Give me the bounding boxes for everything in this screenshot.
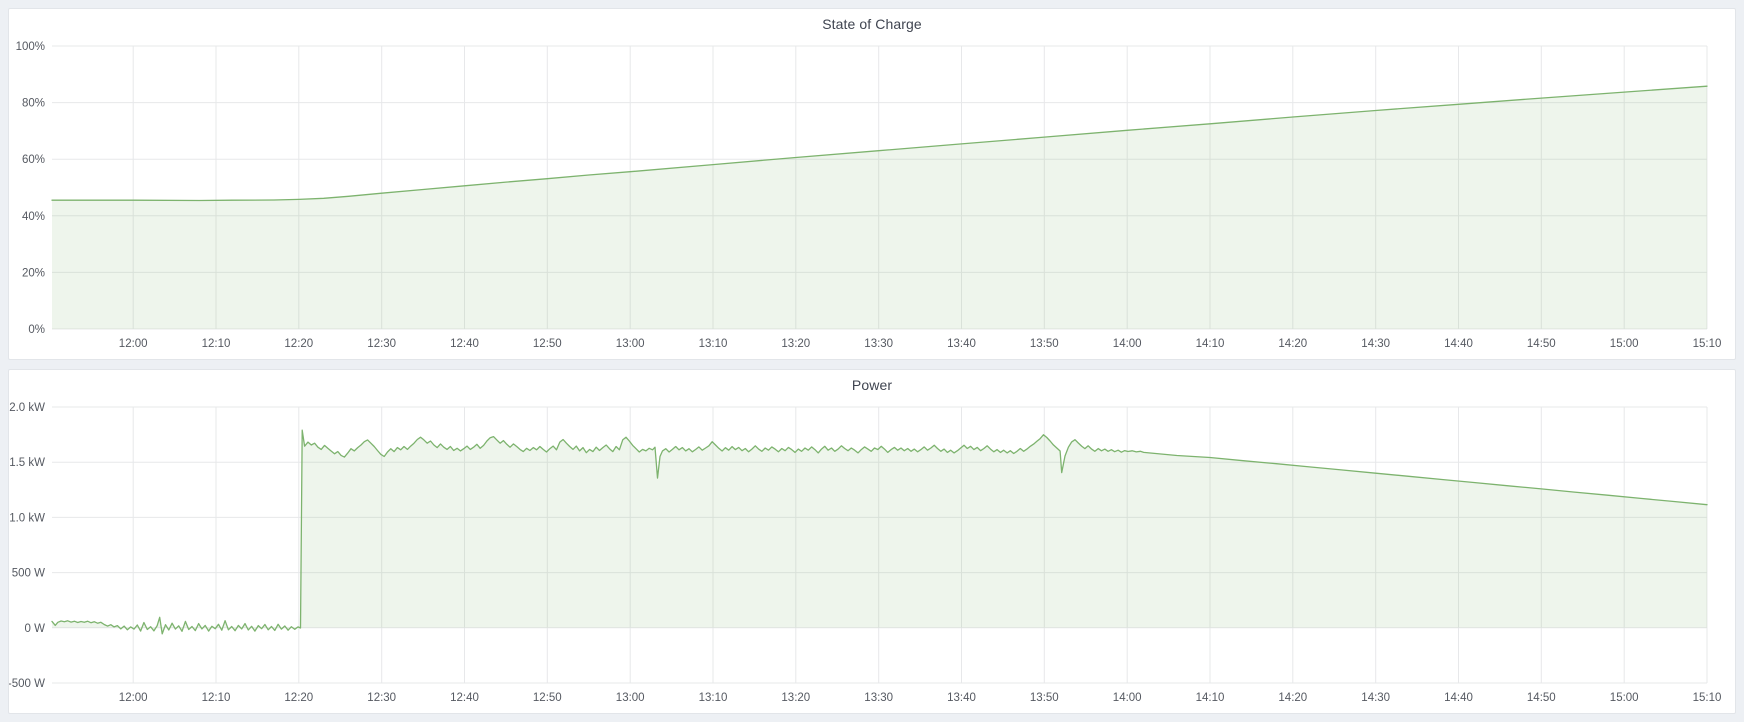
svg-text:14:50: 14:50 bbox=[1527, 692, 1556, 704]
svg-text:2.0 kW: 2.0 kW bbox=[9, 402, 45, 414]
svg-text:14:30: 14:30 bbox=[1361, 692, 1390, 704]
svg-text:15:10: 15:10 bbox=[1693, 338, 1722, 350]
svg-text:12:00: 12:00 bbox=[119, 338, 148, 350]
svg-text:13:40: 13:40 bbox=[947, 338, 976, 350]
svg-text:14:20: 14:20 bbox=[1278, 692, 1307, 704]
power-chart[interactable]: -500 W 0 W 500 W 1.0 kW 1.5 kW 2.0 kW 12:00 12:… bbox=[9, 400, 1735, 713]
panel-title-state-of-charge[interactable]: State of Charge bbox=[822, 16, 922, 32]
svg-text:14:50: 14:50 bbox=[1527, 338, 1556, 350]
svg-text:13:00: 13:00 bbox=[616, 338, 645, 350]
svg-text:12:50: 12:50 bbox=[533, 692, 562, 704]
svg-text:14:10: 14:10 bbox=[1196, 338, 1225, 350]
svg-text:1.0 kW: 1.0 kW bbox=[9, 512, 45, 524]
svg-text:15:10: 15:10 bbox=[1693, 692, 1722, 704]
svg-text:13:50: 13:50 bbox=[1030, 338, 1059, 350]
svg-text:14:00: 14:00 bbox=[1113, 692, 1142, 704]
svg-text:15:00: 15:00 bbox=[1610, 338, 1639, 350]
svg-text:14:40: 14:40 bbox=[1444, 338, 1473, 350]
svg-text:12:20: 12:20 bbox=[284, 692, 313, 704]
state-of-charge-chart[interactable]: 0% 20% 40% 60% 80% 100% 12:00 12:10 12:20 12:30 12… bbox=[9, 39, 1735, 359]
svg-text:13:20: 13:20 bbox=[781, 338, 810, 350]
panel-state-of-charge: State of Charge 0% 20% 40% 60% 80% 100% 12:00 1… bbox=[8, 8, 1736, 360]
svg-text:12:50: 12:50 bbox=[533, 338, 562, 350]
svg-text:12:40: 12:40 bbox=[450, 338, 479, 350]
svg-text:13:30: 13:30 bbox=[864, 338, 893, 350]
svg-text:13:50: 13:50 bbox=[1030, 692, 1059, 704]
svg-text:12:10: 12:10 bbox=[202, 338, 231, 350]
svg-text:80%: 80% bbox=[22, 98, 45, 110]
svg-text:14:40: 14:40 bbox=[1444, 692, 1473, 704]
svg-text:13:30: 13:30 bbox=[864, 692, 893, 704]
svg-text:1.5 kW: 1.5 kW bbox=[9, 457, 45, 469]
svg-text:12:00: 12:00 bbox=[119, 692, 148, 704]
svg-text:500 W: 500 W bbox=[12, 568, 45, 580]
svg-text:14:00: 14:00 bbox=[1113, 338, 1142, 350]
svg-text:12:40: 12:40 bbox=[450, 692, 479, 704]
svg-text:13:20: 13:20 bbox=[781, 692, 810, 704]
panel-power: Power -500 W 0 W 500 W 1.0 kW 1.5 kW 2.0 kW 12… bbox=[8, 369, 1736, 714]
svg-text:14:30: 14:30 bbox=[1361, 338, 1390, 350]
svg-text:12:30: 12:30 bbox=[367, 692, 396, 704]
svg-text:12:10: 12:10 bbox=[202, 692, 231, 704]
svg-text:12:30: 12:30 bbox=[367, 338, 396, 350]
svg-text:0 W: 0 W bbox=[25, 623, 46, 635]
svg-text:14:20: 14:20 bbox=[1278, 338, 1307, 350]
svg-text:20%: 20% bbox=[22, 267, 45, 279]
svg-text:13:40: 13:40 bbox=[947, 692, 976, 704]
svg-text:12:20: 12:20 bbox=[284, 338, 313, 350]
svg-text:40%: 40% bbox=[22, 211, 45, 223]
svg-text:13:10: 13:10 bbox=[699, 338, 728, 350]
svg-text:60%: 60% bbox=[22, 154, 45, 166]
panel-title-power[interactable]: Power bbox=[851, 377, 893, 393]
svg-text:0%: 0% bbox=[28, 324, 45, 336]
svg-text:100%: 100% bbox=[16, 41, 45, 53]
svg-text:15:00: 15:00 bbox=[1610, 692, 1639, 704]
svg-text:14:10: 14:10 bbox=[1196, 692, 1225, 704]
svg-text:13:00: 13:00 bbox=[616, 692, 645, 704]
svg-text:-500 W: -500 W bbox=[9, 678, 45, 690]
svg-text:13:10: 13:10 bbox=[699, 692, 728, 704]
